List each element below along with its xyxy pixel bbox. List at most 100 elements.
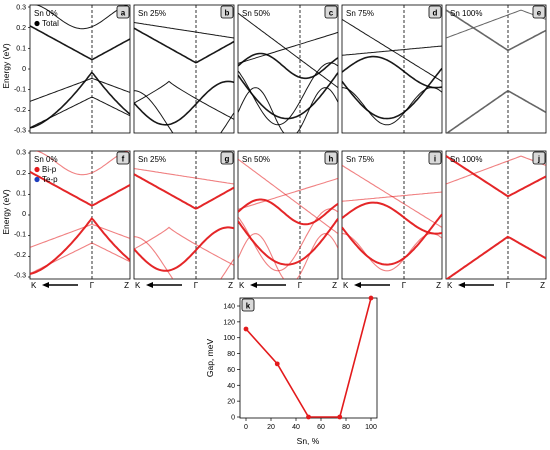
legend-label: Bi-p [42,165,57,174]
band-curve [30,242,130,275]
gap-point [274,361,280,367]
y-tick-label: 0 [22,211,26,218]
band-curve [30,171,130,207]
band-panel-i: Sn 75% i K Γ Z [341,150,443,290]
band-curve [446,155,546,198]
gap-y-tick-label: 60 [227,367,235,374]
panel-letter: c [329,9,334,18]
y-tick-label: 0.2 [16,170,26,177]
band-curve [134,90,234,133]
band-curve [342,164,442,228]
band-curve [30,96,130,129]
x-tick-label: K [135,281,141,290]
band-curve [238,31,338,64]
gap-point [243,326,249,332]
sn-label: Sn 75% [346,9,374,18]
band-panel-frame [237,4,339,134]
gap-x-tick-label: 40 [292,424,300,431]
band-curve [238,233,338,279]
band-curves [30,151,130,275]
bottom-row-y-label: Energy (eV) [1,189,11,235]
band-panel-frame [341,150,443,280]
band-curve [134,173,234,210]
gap-x-tick-label: 0 [244,424,248,431]
band-panel-a: Sn 0% a Total [28,4,131,134]
gap-chart-frame [239,297,378,419]
sn-label: Sn 0% [34,155,58,164]
band-curve [134,27,234,64]
band-curves [342,164,442,272]
band-curve [134,167,234,185]
band-curve [446,9,546,39]
gap-series-points [243,295,374,420]
top-row-y-ticks: 0.3 0.2 0.1 0 -0.1 -0.2 -0.3 [14,5,26,135]
panel-letter-badge [220,151,234,165]
band-panel-frame [133,4,235,134]
sn-label: Sn 25% [138,155,166,164]
y-tick-label: -0.2 [14,107,26,114]
band-curve [134,80,234,120]
band-curve [238,198,338,226]
legend-marker [34,166,40,173]
sn-label: Sn 25% [138,9,166,18]
band-curve [134,226,234,272]
x-tick-label: Z [124,281,129,290]
band-panel-frame [445,4,547,134]
band-curve [238,158,338,235]
panel-letter-badge [220,5,234,19]
gap-chart-y-label: Gap, meV [205,339,215,378]
k-direction-arrowhead [250,282,257,288]
band-curve [238,52,338,80]
panel-letter-badge [428,5,442,19]
band-curve [34,151,130,176]
gap-y-tick-label: 120 [223,319,235,326]
band-curve [446,90,546,133]
band-curves [446,155,546,279]
band-curve [30,25,130,61]
legend-marker [34,20,40,27]
y-tick-label: -0.3 [14,128,26,135]
gap-y-tick-label: 140 [223,304,235,311]
band-curve [238,87,338,133]
panel-letter-badge [324,5,338,19]
gap-x-tick-label: 100 [365,424,377,431]
band-panel-f: Sn 0% f Bi-pTe-p K Γ Z [28,150,131,290]
panel-letter: a [121,9,126,18]
band-curves [238,12,338,133]
panel-letter-badge [532,151,546,165]
y-tick-label: -0.1 [14,87,26,94]
sn-label: Sn 50% [242,9,270,18]
band-curve [238,177,338,210]
band-curve [238,12,338,89]
panel-letter-badge [324,151,338,165]
gap-chart-axes: 0 20 40 60 80 100 120 140 0 20 40 60 80 100 [223,304,377,432]
band-panel-g: Sn 25% g K Γ Z [133,150,235,290]
legend-label: Total [42,19,59,28]
panel-letter-badge [428,151,442,165]
band-panel-c: Sn 50% c [237,4,339,134]
band-curve [34,5,130,30]
sn-label: Sn 100% [450,9,482,18]
x-tick-label: Γ [194,281,199,290]
x-tick-label: K [447,281,453,290]
band-panel-d: Sn 75% d [341,4,443,134]
band-curve [238,72,338,120]
panel-letter-badge [532,5,546,19]
panel-letter: k [246,302,251,311]
y-tick-label: -0.2 [14,252,26,259]
sn-label: Sn 0% [34,9,58,18]
band-curve [342,233,442,272]
bottom-row-y-ticks: 0.3 0.2 0.1 0 -0.1 -0.2 -0.3 [14,150,26,280]
x-tick-label: Γ [298,281,303,290]
k-direction-arrowhead [42,282,49,288]
sn-label: Sn 100% [450,155,482,164]
gap-y-tick-label: 40 [227,383,235,390]
band-curve [446,235,546,279]
gap-y-tick-label: 100 [223,335,235,342]
band-panel-b: Sn 25% b [133,4,235,134]
gap-point [368,295,374,301]
y-tick-label: -0.3 [14,273,26,280]
x-tick-label: Γ [90,281,95,290]
band-curve [446,9,546,52]
